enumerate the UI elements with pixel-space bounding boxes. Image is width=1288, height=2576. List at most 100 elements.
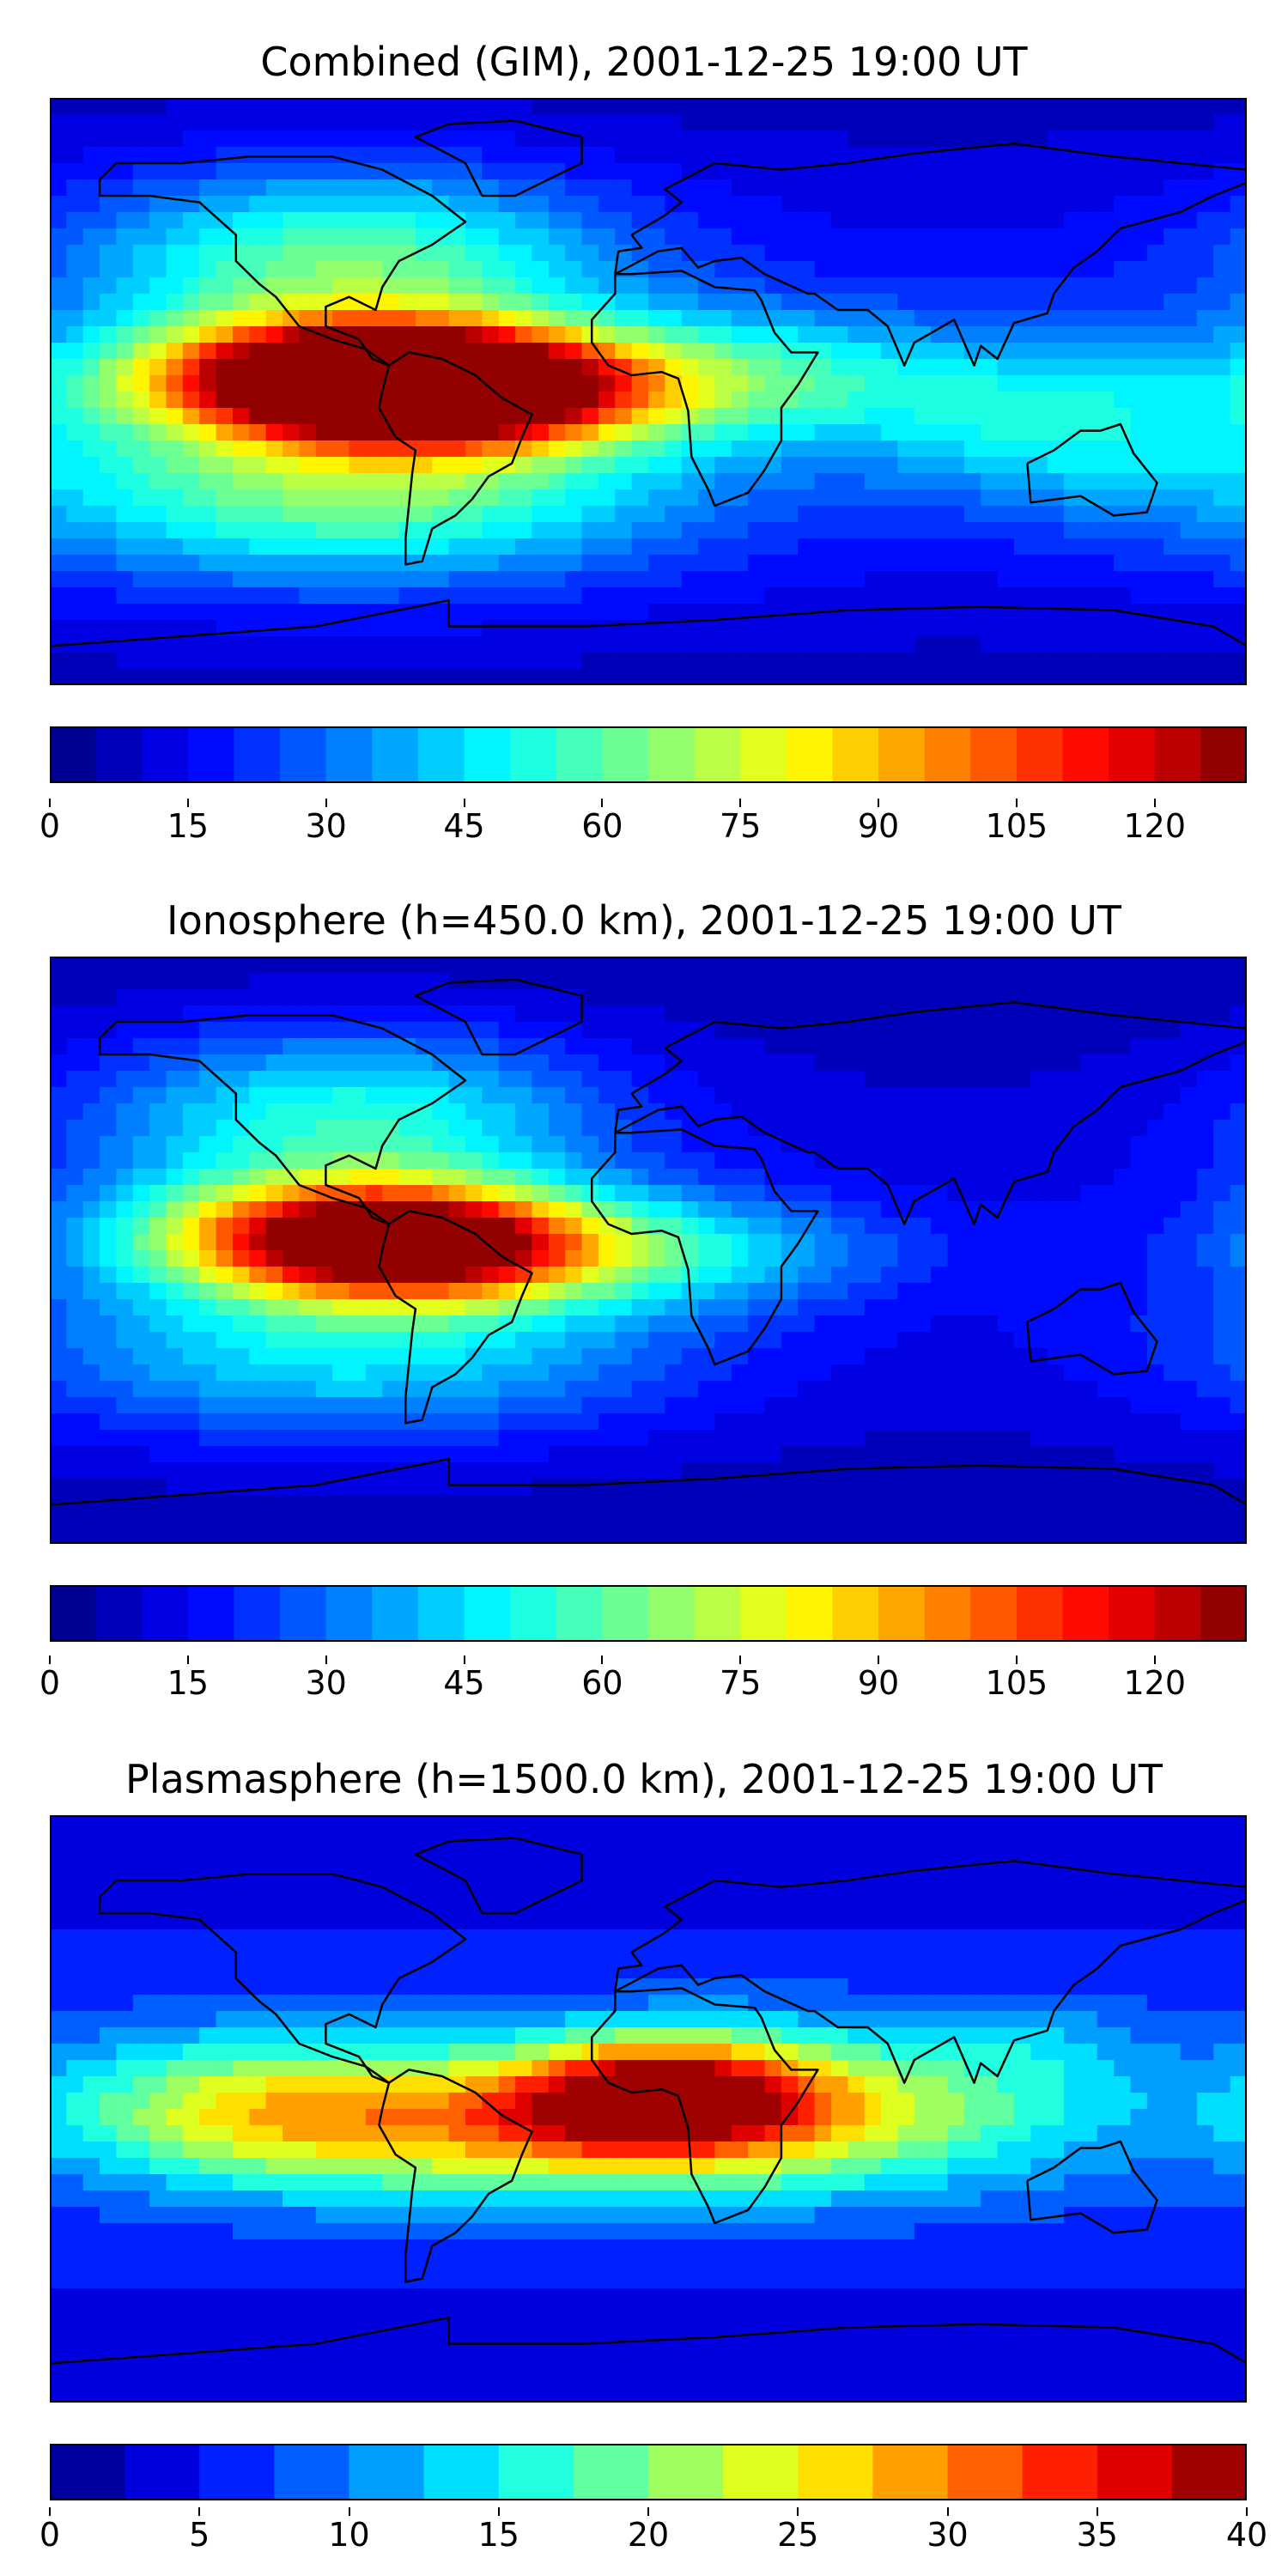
heatmap-cell <box>132 1005 150 1023</box>
heatmap-cell <box>432 1332 450 1349</box>
heatmap-cell <box>465 1201 483 1218</box>
heatmap-cell <box>565 1430 583 1447</box>
heatmap-cell <box>265 1364 283 1382</box>
heatmap-cell <box>814 1201 832 1218</box>
heatmap-cell <box>665 1185 683 1202</box>
heatmap-cell <box>848 392 866 409</box>
heatmap-cell <box>515 1218 533 1235</box>
heatmap-cell <box>299 343 317 360</box>
heatmap-cell <box>166 571 184 588</box>
heatmap-cell <box>598 1120 616 1137</box>
heatmap-cell <box>981 392 999 409</box>
heatmap-cell <box>1180 131 1198 148</box>
heatmap-cell <box>681 620 699 637</box>
heatmap-cell <box>1114 147 1132 164</box>
heatmap-cell <box>897 1397 915 1414</box>
heatmap-cell <box>265 571 283 588</box>
heatmap-cell <box>232 489 250 507</box>
heatmap-cell <box>731 1185 749 1202</box>
heatmap-cell <box>1230 131 1247 148</box>
heatmap-cell <box>798 1005 816 1023</box>
heatmap-cell <box>199 1022 217 1039</box>
heatmap-cell <box>232 1479 250 1496</box>
heatmap-cell <box>1130 163 1148 180</box>
heatmap-cell <box>665 277 683 295</box>
heatmap-cell <box>66 1071 84 1088</box>
heatmap-cell <box>1180 392 1198 409</box>
heatmap-cell <box>914 957 932 974</box>
heatmap-cell <box>615 1022 633 1039</box>
heatmap-cell <box>914 310 932 327</box>
heatmap-cell <box>714 522 732 539</box>
heatmap-cell <box>1114 1315 1132 1333</box>
heatmap-cell <box>997 1152 1015 1170</box>
heatmap-cell <box>50 310 67 327</box>
heatmap-cell <box>182 1528 200 1544</box>
heatmap-cell <box>864 604 882 621</box>
heatmap-cell <box>1114 587 1132 605</box>
heatmap-cell <box>1114 1022 1132 1039</box>
heatmap-cell <box>1030 1005 1048 1023</box>
heatmap-cell <box>465 1315 483 1333</box>
heatmap-cell <box>931 228 949 246</box>
heatmap-cell <box>299 1446 317 1463</box>
heatmap-cell <box>532 1054 550 1072</box>
heatmap-cell <box>681 957 699 974</box>
heatmap-cell <box>1080 1299 1098 1316</box>
heatmap-cell <box>448 555 466 572</box>
heatmap-cell <box>698 212 716 229</box>
heatmap-cell <box>881 261 899 278</box>
heatmap-cell <box>182 1299 200 1316</box>
heatmap-cell <box>465 1381 483 1398</box>
heatmap-cell <box>482 457 500 474</box>
heatmap-cell <box>981 555 999 572</box>
heatmap-cell <box>665 408 683 425</box>
heatmap-cell <box>581 957 599 974</box>
heatmap-cell <box>283 261 301 278</box>
heatmap-cell <box>848 555 866 572</box>
heatmap-cell <box>199 98 217 115</box>
heatmap-cell <box>465 1136 483 1153</box>
heatmap-cell <box>1196 163 1214 180</box>
heatmap-cell <box>249 1054 267 1072</box>
heatmap-cell <box>648 343 665 360</box>
heatmap-cell <box>182 1495 200 1512</box>
heatmap-cell <box>1030 440 1048 458</box>
heatmap-cell <box>548 1169 566 1186</box>
heatmap-cell <box>1047 973 1065 990</box>
heatmap-cell <box>82 359 100 376</box>
heatmap-cell <box>698 1479 716 1496</box>
heatmap-cell <box>781 973 799 990</box>
heatmap-cell <box>1047 1022 1065 1039</box>
heatmap-cell <box>848 277 866 295</box>
heatmap-cell <box>1097 359 1115 376</box>
heatmap-cell <box>947 114 965 131</box>
heatmap-cell <box>698 653 716 670</box>
heatmap-cell <box>781 1381 799 1398</box>
heatmap-cell <box>415 636 433 653</box>
heatmap-cell <box>1114 1103 1132 1121</box>
heatmap-cell <box>100 1528 118 1544</box>
heatmap-cell <box>265 1087 283 1104</box>
heatmap-cell <box>714 506 732 523</box>
heatmap-cell <box>781 1169 799 1186</box>
heatmap-cell <box>681 1054 699 1072</box>
heatmap-cell <box>914 408 932 425</box>
heatmap-cell <box>1213 310 1231 327</box>
heatmap-cell <box>648 392 665 409</box>
heatmap-cell <box>265 1250 283 1267</box>
heatmap-cell <box>931 653 949 670</box>
heatmap-cell <box>665 343 683 360</box>
heatmap-cell <box>1030 261 1048 278</box>
heatmap-cell <box>116 1054 134 1072</box>
colorbar-swatch <box>325 726 373 783</box>
heatmap-cell <box>498 424 516 441</box>
heatmap-cell <box>897 636 915 653</box>
heatmap-cell <box>598 114 616 131</box>
heatmap-cell <box>299 1234 317 1251</box>
heatmap-cell <box>1163 245 1182 262</box>
heatmap-cell <box>947 1071 965 1088</box>
heatmap-cell <box>283 147 301 164</box>
heatmap-cell <box>50 489 67 507</box>
heatmap-cell <box>1146 669 1164 685</box>
